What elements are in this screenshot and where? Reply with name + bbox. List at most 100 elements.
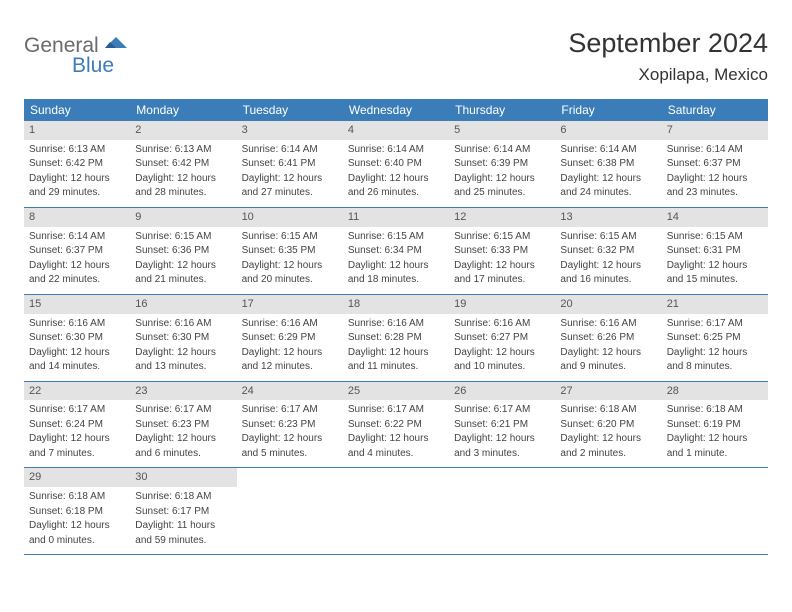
day-line-sunrise: Sunrise: 6:15 AM xyxy=(667,230,763,244)
day-line-d1: Daylight: 12 hours xyxy=(29,346,125,360)
day-cell: 30Sunrise: 6:18 AMSunset: 6:17 PMDayligh… xyxy=(130,468,236,554)
day-body: Sunrise: 6:13 AMSunset: 6:42 PMDaylight:… xyxy=(24,143,130,200)
day-line-d2: and 2 minutes. xyxy=(560,447,656,461)
day-line-d1: Daylight: 12 hours xyxy=(242,346,338,360)
day-line-sunset: Sunset: 6:24 PM xyxy=(29,418,125,432)
day-body: Sunrise: 6:16 AMSunset: 6:27 PMDaylight:… xyxy=(449,317,555,374)
day-line-d2: and 20 minutes. xyxy=(242,273,338,287)
day-number: 13 xyxy=(555,208,661,227)
day-line-sunset: Sunset: 6:17 PM xyxy=(135,505,231,519)
day-number: 7 xyxy=(662,121,768,140)
day-number: 30 xyxy=(130,468,236,487)
day-number: 27 xyxy=(555,382,661,401)
day-number: 10 xyxy=(237,208,343,227)
day-line-sunrise: Sunrise: 6:14 AM xyxy=(454,143,550,157)
day-line-sunrise: Sunrise: 6:16 AM xyxy=(348,317,444,331)
day-line-d2: and 4 minutes. xyxy=(348,447,444,461)
day-number: 8 xyxy=(24,208,130,227)
day-line-d1: Daylight: 12 hours xyxy=(29,172,125,186)
day-line-d2: and 5 minutes. xyxy=(242,447,338,461)
day-cell: 9Sunrise: 6:15 AMSunset: 6:36 PMDaylight… xyxy=(130,208,236,294)
day-line-sunrise: Sunrise: 6:16 AM xyxy=(454,317,550,331)
day-line-d2: and 0 minutes. xyxy=(29,534,125,548)
day-cell: 2Sunrise: 6:13 AMSunset: 6:42 PMDaylight… xyxy=(130,121,236,207)
day-line-sunset: Sunset: 6:30 PM xyxy=(29,331,125,345)
day-line-sunset: Sunset: 6:37 PM xyxy=(29,244,125,258)
day-body: Sunrise: 6:14 AMSunset: 6:41 PMDaylight:… xyxy=(237,143,343,200)
logo-text-block: General Blue xyxy=(24,34,129,78)
weekday-header-row: SundayMondayTuesdayWednesdayThursdayFrid… xyxy=(24,99,768,121)
day-line-d2: and 11 minutes. xyxy=(348,360,444,374)
logo-text-blue: Blue xyxy=(72,54,129,78)
day-line-sunrise: Sunrise: 6:17 AM xyxy=(29,403,125,417)
day-body: Sunrise: 6:14 AMSunset: 6:39 PMDaylight:… xyxy=(449,143,555,200)
day-cell: 17Sunrise: 6:16 AMSunset: 6:29 PMDayligh… xyxy=(237,295,343,381)
day-body: Sunrise: 6:16 AMSunset: 6:26 PMDaylight:… xyxy=(555,317,661,374)
day-body: Sunrise: 6:17 AMSunset: 6:22 PMDaylight:… xyxy=(343,403,449,460)
day-line-sunrise: Sunrise: 6:17 AM xyxy=(242,403,338,417)
weekday-header: Thursday xyxy=(449,99,555,121)
day-number: 19 xyxy=(449,295,555,314)
day-body: Sunrise: 6:17 AMSunset: 6:23 PMDaylight:… xyxy=(237,403,343,460)
day-line-d1: Daylight: 12 hours xyxy=(560,346,656,360)
day-number: 9 xyxy=(130,208,236,227)
day-cell xyxy=(343,468,449,554)
weeks-container: 1Sunrise: 6:13 AMSunset: 6:42 PMDaylight… xyxy=(24,121,768,555)
day-number: 16 xyxy=(130,295,236,314)
day-line-sunrise: Sunrise: 6:16 AM xyxy=(135,317,231,331)
day-line-sunrise: Sunrise: 6:17 AM xyxy=(135,403,231,417)
day-line-sunrise: Sunrise: 6:15 AM xyxy=(242,230,338,244)
day-body: Sunrise: 6:15 AMSunset: 6:33 PMDaylight:… xyxy=(449,230,555,287)
day-body: Sunrise: 6:13 AMSunset: 6:42 PMDaylight:… xyxy=(130,143,236,200)
week-row: 15Sunrise: 6:16 AMSunset: 6:30 PMDayligh… xyxy=(24,295,768,382)
day-line-sunset: Sunset: 6:20 PM xyxy=(560,418,656,432)
day-line-d2: and 29 minutes. xyxy=(29,186,125,200)
title-block: September 2024 Xopilapa, Mexico xyxy=(568,28,768,85)
day-number: 5 xyxy=(449,121,555,140)
day-line-sunset: Sunset: 6:32 PM xyxy=(560,244,656,258)
day-line-d2: and 15 minutes. xyxy=(667,273,763,287)
day-number: 11 xyxy=(343,208,449,227)
week-row: 1Sunrise: 6:13 AMSunset: 6:42 PMDaylight… xyxy=(24,121,768,208)
day-line-sunrise: Sunrise: 6:16 AM xyxy=(242,317,338,331)
day-line-sunset: Sunset: 6:23 PM xyxy=(242,418,338,432)
day-line-sunrise: Sunrise: 6:17 AM xyxy=(348,403,444,417)
day-line-d1: Daylight: 12 hours xyxy=(560,432,656,446)
day-cell: 13Sunrise: 6:15 AMSunset: 6:32 PMDayligh… xyxy=(555,208,661,294)
day-line-sunrise: Sunrise: 6:13 AM xyxy=(29,143,125,157)
day-line-sunrise: Sunrise: 6:13 AM xyxy=(135,143,231,157)
day-number: 23 xyxy=(130,382,236,401)
day-line-d1: Daylight: 12 hours xyxy=(667,259,763,273)
weekday-header: Monday xyxy=(130,99,236,121)
day-line-sunset: Sunset: 6:19 PM xyxy=(667,418,763,432)
day-line-d1: Daylight: 12 hours xyxy=(242,259,338,273)
day-cell: 5 Sunrise: 6:14 AMSunset: 6:39 PMDaylight… xyxy=(449,121,555,207)
day-line-d2: and 18 minutes. xyxy=(348,273,444,287)
day-line-d1: Daylight: 12 hours xyxy=(29,259,125,273)
day-line-d2: and 14 minutes. xyxy=(29,360,125,374)
day-cell: 15Sunrise: 6:16 AMSunset: 6:30 PMDayligh… xyxy=(24,295,130,381)
day-line-d1: Daylight: 12 hours xyxy=(348,346,444,360)
day-body: Sunrise: 6:18 AMSunset: 6:19 PMDaylight:… xyxy=(662,403,768,460)
day-line-sunrise: Sunrise: 6:15 AM xyxy=(560,230,656,244)
day-cell: 24Sunrise: 6:17 AMSunset: 6:23 PMDayligh… xyxy=(237,382,343,468)
day-line-d2: and 9 minutes. xyxy=(560,360,656,374)
day-line-sunset: Sunset: 6:28 PM xyxy=(348,331,444,345)
day-cell: 26Sunrise: 6:17 AMSunset: 6:21 PMDayligh… xyxy=(449,382,555,468)
day-body: Sunrise: 6:17 AMSunset: 6:24 PMDaylight:… xyxy=(24,403,130,460)
day-cell: 19 Sunrise: 6:16 AMSunset: 6:27 PMDayligh… xyxy=(449,295,555,381)
day-cell: 21Sunrise: 6:17 AMSunset: 6:25 PMDayligh… xyxy=(662,295,768,381)
week-row: 8Sunrise: 6:14 AMSunset: 6:37 PMDaylight… xyxy=(24,208,768,295)
day-cell: 1Sunrise: 6:13 AMSunset: 6:42 PMDaylight… xyxy=(24,121,130,207)
day-body: Sunrise: 6:18 AMSunset: 6:20 PMDaylight:… xyxy=(555,403,661,460)
day-cell xyxy=(449,468,555,554)
day-number: 3 xyxy=(237,121,343,140)
day-line-d2: and 17 minutes. xyxy=(454,273,550,287)
day-line-sunrise: Sunrise: 6:18 AM xyxy=(667,403,763,417)
header: General Blue September 2024 Xopilapa, Me… xyxy=(24,28,768,85)
day-line-sunset: Sunset: 6:37 PM xyxy=(667,157,763,171)
day-body: Sunrise: 6:16 AMSunset: 6:29 PMDaylight:… xyxy=(237,317,343,374)
day-line-sunset: Sunset: 6:41 PM xyxy=(242,157,338,171)
day-line-sunset: Sunset: 6:21 PM xyxy=(454,418,550,432)
day-number: 29 xyxy=(24,468,130,487)
